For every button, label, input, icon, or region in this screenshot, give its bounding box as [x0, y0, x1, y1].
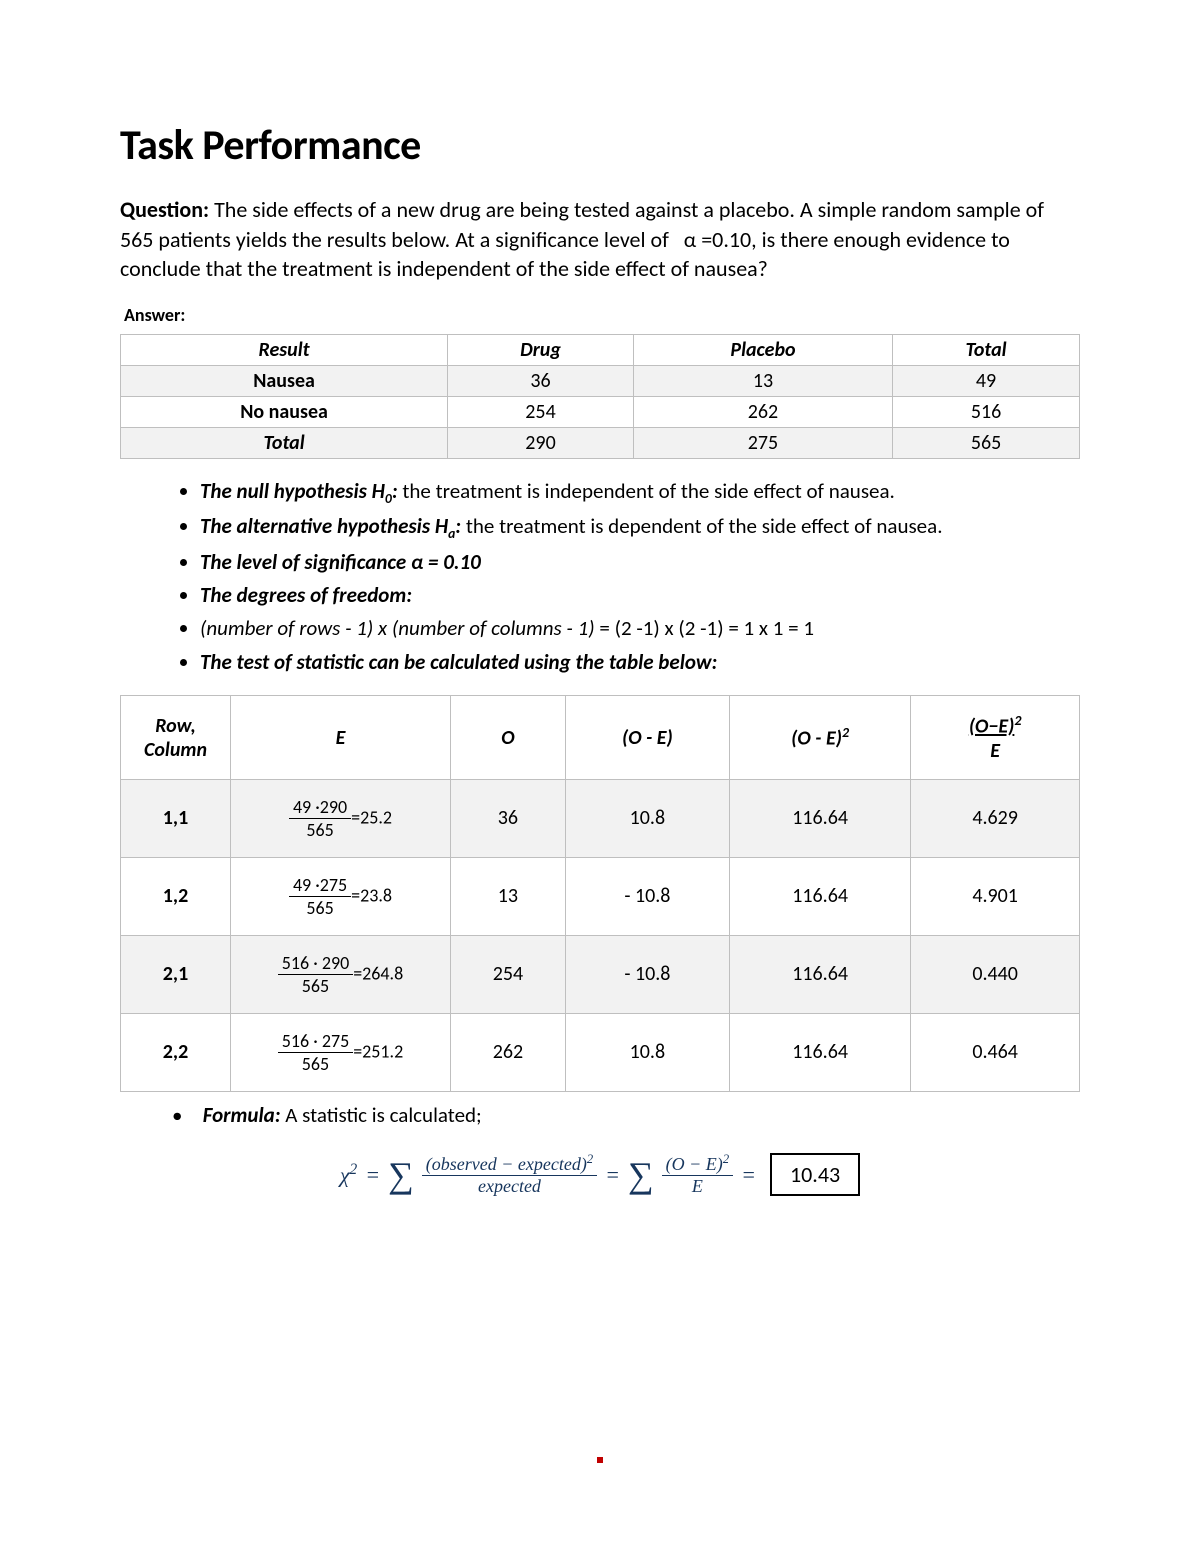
list-item: The null hypothesis H0: the treatment is… — [200, 477, 1070, 508]
cell: 1,2 — [121, 857, 231, 935]
cell: 49 — [893, 366, 1080, 397]
cell: 4.901 — [911, 857, 1080, 935]
cell: 516 — [893, 397, 1080, 428]
cell: 0.440 — [911, 935, 1080, 1013]
cell: 2,1 — [121, 935, 231, 1013]
table-row: 1,2 49 ·275565=23.8 13 - 10.8 116.64 4.9… — [121, 857, 1080, 935]
t2-header: E — [231, 696, 451, 780]
t1-header: Drug — [448, 335, 634, 366]
contingency-table: Result Drug Placebo Total Nausea 36 13 4… — [120, 334, 1080, 459]
chi-result-box: 10.43 — [770, 1153, 860, 1196]
cell: 116.64 — [729, 857, 910, 935]
table-row: Nausea 36 13 49 — [121, 366, 1080, 397]
cell: Nausea — [121, 366, 448, 397]
cell: 10.8 — [565, 779, 729, 857]
cell: 116.64 — [729, 1013, 910, 1091]
cell: 4.629 — [911, 779, 1080, 857]
cell: 290 — [448, 428, 634, 459]
cell: 516 · 275565=251.2 — [231, 1013, 451, 1091]
document-page: Task Performance Question: The side effe… — [0, 0, 1200, 1553]
page-title: Task Performance — [120, 120, 1080, 171]
question-paragraph: Question: The side effects of a new drug… — [120, 195, 1080, 284]
cell: - 10.8 — [565, 935, 729, 1013]
cell: 13 — [451, 857, 566, 935]
cell: 36 — [451, 779, 566, 857]
cell: 0.464 — [911, 1013, 1080, 1091]
cell: 49 ·275565=23.8 — [231, 857, 451, 935]
t1-header: Result — [121, 335, 448, 366]
answer-label: Answer: — [124, 304, 1080, 326]
table-row: No nausea 254 262 516 — [121, 397, 1080, 428]
cell: 275 — [633, 428, 892, 459]
cell: 1,1 — [121, 779, 231, 857]
formula-bullet: Formula: A statistic is calculated; — [198, 1102, 1080, 1128]
t2-header: O — [451, 696, 566, 780]
question-body: The side effects of a new drug are being… — [120, 196, 1044, 282]
cell: 49 ·290565=25.2 — [231, 779, 451, 857]
t2-header: Row, Column — [121, 696, 231, 780]
list-item: The alternative hypothesis Ha: the treat… — [200, 512, 1070, 543]
list-item: The test of statistic can be calculated … — [200, 648, 1070, 677]
t2-header: (O−E)2E — [911, 696, 1080, 780]
t1-header: Placebo — [633, 335, 892, 366]
t2-header: (O - E)2 — [729, 696, 910, 780]
cell: 13 — [633, 366, 892, 397]
cell: Total — [121, 428, 448, 459]
cell: - 10.8 — [565, 857, 729, 935]
chi-square-table: Row, Column E O (O - E) (O - E)2 (O−E)2E… — [120, 695, 1080, 1092]
list-item: The degrees of freedom: — [200, 581, 1070, 610]
table-row: 2,2 516 · 275565=251.2 262 10.8 116.64 0… — [121, 1013, 1080, 1091]
hypothesis-list: The null hypothesis H0: the treatment is… — [170, 477, 1080, 677]
question-label: Question: — [120, 196, 209, 223]
cell: 262 — [451, 1013, 566, 1091]
cell: 116.64 — [729, 779, 910, 857]
cell: 262 — [633, 397, 892, 428]
cell: No nausea — [121, 397, 448, 428]
cell: 516 · 290565=264.8 — [231, 935, 451, 1013]
cell: 565 — [893, 428, 1080, 459]
list-item: (number of rows - 1) x (number of column… — [200, 614, 1070, 643]
red-dot-icon — [597, 1457, 603, 1463]
table-row: 1,1 49 ·290565=25.2 36 10.8 116.64 4.629 — [121, 779, 1080, 857]
sigma-icon: ∑ — [388, 1154, 414, 1196]
t2-header: (O - E) — [565, 696, 729, 780]
table-row: Total 290 275 565 — [121, 428, 1080, 459]
chi-square-formula: χ2 = ∑ (observed − expected)2 expected =… — [340, 1152, 860, 1198]
cell: 254 — [451, 935, 566, 1013]
cell: 2,2 — [121, 1013, 231, 1091]
cell: 10.8 — [565, 1013, 729, 1091]
cell: 254 — [448, 397, 634, 428]
cell: 36 — [448, 366, 634, 397]
table-row: 2,1 516 · 290565=264.8 254 - 10.8 116.64… — [121, 935, 1080, 1013]
cell: 116.64 — [729, 935, 910, 1013]
sigma-icon: ∑ — [628, 1154, 654, 1196]
list-item: The level of significance α = 0.10 — [200, 548, 1070, 577]
t1-header: Total — [893, 335, 1080, 366]
